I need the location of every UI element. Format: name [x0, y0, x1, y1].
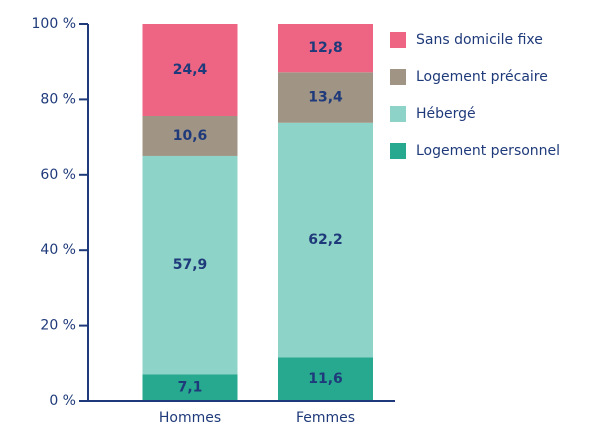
x-tick-label: Femmes [296, 410, 355, 426]
legend-label: Logement personnel [416, 143, 560, 159]
legend-label: Hébergé [416, 106, 476, 122]
bar-segment [278, 357, 373, 401]
bar-segment [278, 72, 373, 123]
value-label: 24,4 [173, 62, 208, 78]
bar-segment [142, 374, 238, 401]
bar-segment [142, 24, 238, 116]
value-label: 11,6 [308, 371, 343, 387]
value-label: 62,2 [308, 232, 343, 248]
legend-swatch [390, 106, 406, 122]
value-label: 57,9 [173, 257, 208, 273]
legend-label: Sans domicile fixe [416, 32, 543, 48]
y-tick-label: 0 % [49, 393, 76, 409]
y-tick-label: 80 % [40, 91, 76, 107]
bar-segment [278, 24, 373, 73]
value-label: 13,4 [308, 90, 343, 106]
bar-segment [142, 115, 238, 156]
y-tick-label: 60 % [40, 167, 76, 183]
value-label: 12,8 [308, 40, 343, 56]
legend-swatch [390, 143, 406, 159]
value-label: 7,1 [178, 380, 203, 396]
legend-label: Logement précaire [416, 69, 548, 85]
x-tick-label: Hommes [159, 410, 221, 426]
y-tick-label: 40 % [40, 242, 76, 258]
legend-swatch [390, 32, 406, 48]
legend-swatch [390, 69, 406, 85]
bar-segment [278, 122, 373, 358]
value-label: 10,6 [173, 128, 208, 144]
y-tick-label: 100 % [32, 16, 76, 32]
y-tick-label: 20 % [40, 318, 76, 334]
bar-segment [142, 155, 238, 375]
